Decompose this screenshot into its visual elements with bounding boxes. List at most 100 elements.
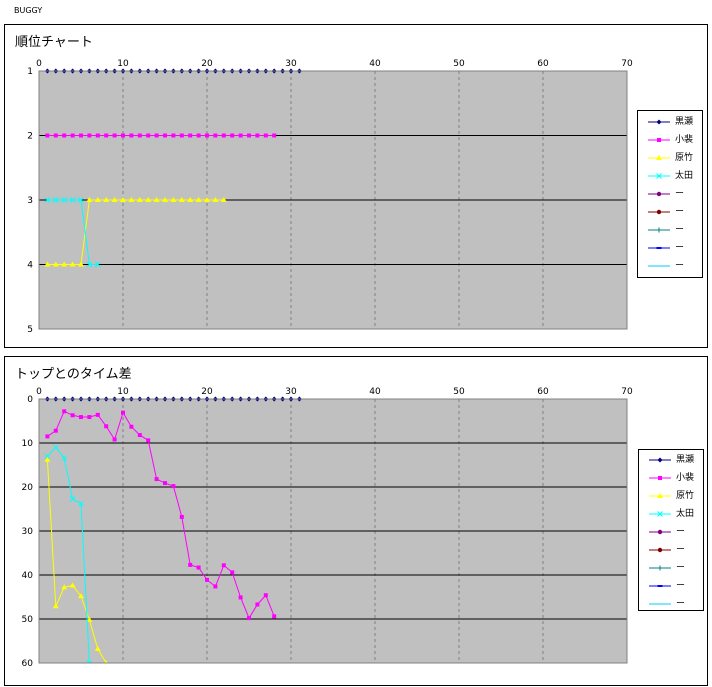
legend-item: 小裴 [649, 471, 709, 485]
series-2-point [145, 197, 152, 202]
legend-marker [657, 585, 663, 587]
legend-item: ー [649, 525, 709, 539]
legend-item: 小裴 [648, 133, 708, 147]
legend-swatch [648, 265, 670, 267]
series-2-point [94, 197, 101, 202]
x-tick-label: 40 [369, 59, 381, 69]
series-3-point [69, 197, 76, 203]
x-tick-label: 60 [537, 387, 549, 397]
series-1-point [196, 565, 201, 570]
legend-swatch [648, 138, 670, 142]
series-2-point [78, 593, 84, 599]
series-1-point [196, 133, 201, 138]
series-1-point [213, 584, 218, 589]
series-2-point [61, 261, 68, 267]
x-tick-label: 50 [453, 387, 465, 397]
legend-label: 原竹 [676, 491, 695, 501]
series-3-point [44, 453, 51, 460]
x-tick-label: 10 [117, 59, 129, 69]
legend-item: ー [649, 597, 709, 611]
legend-item: ー [648, 187, 708, 201]
legend-swatch [649, 493, 671, 498]
series-1-point [255, 602, 260, 607]
series-1-point [247, 616, 251, 621]
rank-chart-plot: 0 10 20 30 40 50 60 70 1 2 3 4 5 [27, 59, 633, 335]
legend-marker [656, 247, 662, 249]
legend-item: 太田 [648, 169, 708, 183]
series-1-point [112, 437, 117, 442]
series-1-point [121, 133, 125, 138]
series-line-1 [47, 410, 275, 620]
series-3-point [86, 261, 93, 268]
legend-label: ー [676, 581, 686, 591]
series-1-point [70, 413, 75, 418]
legend-marker [657, 493, 663, 498]
gap-chart-panel: トップとのタイム差 0 10 20 30 40 50 60 70 0 10 20 30 40 50 60 黒… [4, 356, 708, 686]
series-2-point [220, 197, 227, 202]
series-2-point [204, 197, 210, 202]
legend-item: ー [648, 223, 708, 237]
series-1-point [87, 415, 92, 420]
x-tick-label: 70 [621, 387, 633, 397]
series-2-point [61, 584, 68, 590]
legend-item: 黒瀬 [649, 453, 709, 467]
series-2-point [111, 197, 118, 202]
x-tick-label: 0 [36, 387, 42, 397]
legend-marker [658, 476, 662, 480]
x-tick-label: 70 [621, 59, 633, 69]
legend-swatch [649, 603, 671, 605]
series-3-point [61, 197, 68, 203]
series-1-point [79, 133, 83, 138]
legend-marker [657, 547, 663, 553]
rank-chart-panel: 順位チャート 0 10 20 30 40 50 60 70 1 2 3 4 5 黒瀬 小裴 原竹 太田ーーーー… [4, 24, 708, 348]
series-1-point [221, 563, 226, 568]
legend-label: 黒瀬 [675, 117, 694, 127]
series-1-point [205, 133, 209, 138]
series-1-point [263, 593, 268, 598]
legend-marker [656, 209, 662, 215]
legend-marker [656, 119, 662, 125]
series-1-point [263, 133, 268, 138]
gap-chart-legend: 黒瀬 小裴 原竹 太田ーーーーー [638, 449, 704, 611]
legend-label: ー [676, 545, 686, 555]
series-2-point [170, 197, 177, 202]
legend-swatch [649, 565, 671, 571]
series-1-point [163, 133, 167, 138]
series-2-point [86, 616, 93, 622]
series-1-point [121, 410, 125, 415]
series-1-point [104, 424, 109, 429]
legend-item: ー [648, 205, 708, 219]
series-2-point [153, 197, 160, 202]
series-1-point [238, 595, 243, 600]
legend-item: ー [648, 259, 708, 273]
legend-swatch [648, 119, 670, 125]
series-3-point [61, 455, 68, 461]
y-tick-label: 1 [27, 67, 33, 77]
legend-marker [657, 138, 661, 142]
series-1-point [179, 514, 184, 519]
series-2-point [128, 197, 135, 202]
legend-label: 太田 [675, 171, 694, 181]
series-1-point [129, 424, 134, 429]
legend-label: ー [675, 189, 685, 199]
series-1-point [104, 133, 109, 138]
legend-marker [657, 511, 663, 517]
series-2-point [136, 197, 143, 202]
legend-swatch [648, 209, 670, 215]
legend-swatch [649, 476, 671, 480]
series-1-point [62, 133, 67, 138]
x-tick-label: 20 [201, 59, 213, 69]
legend-label: 黒瀬 [676, 455, 695, 465]
series-2-point [44, 261, 51, 267]
legend-swatch [648, 247, 670, 249]
legend-swatch [648, 155, 670, 160]
gap-chart-plot: 0 10 20 30 40 50 60 70 0 10 20 30 40 50 60 [22, 387, 633, 669]
legend-item: 原竹 [648, 151, 708, 165]
series-1-point [238, 133, 243, 138]
series-2-point [212, 197, 219, 202]
series-1-point [45, 434, 50, 439]
legend-label: ー [676, 527, 686, 537]
series-2-point [103, 197, 110, 202]
legend-label: ー [676, 563, 686, 573]
plot-border [38, 398, 628, 664]
